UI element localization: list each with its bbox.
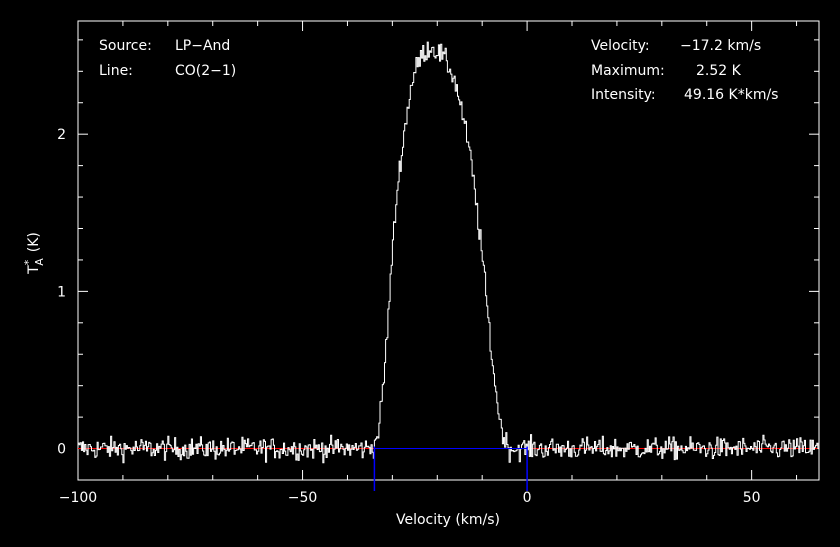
annotation-intensity: Intensity: 49.16 K*km/s <box>591 87 778 103</box>
y-axis-label-main: T <box>26 265 42 275</box>
annotation-source-key: Source: <box>99 38 152 54</box>
x-tick-label: −50 <box>288 490 318 506</box>
y-axis-label-sub: A <box>33 258 46 266</box>
annotation-maximum-key: Maximum: <box>591 63 665 79</box>
plot-border <box>77 20 820 481</box>
x-tick-label: 50 <box>743 490 761 506</box>
annotation-velocity-key: Velocity: <box>591 38 650 54</box>
spectrum-line <box>78 41 820 464</box>
annotation-line-key: Line: <box>99 63 133 79</box>
y-tick-labels: 0 1 2 <box>57 127 66 457</box>
annotation-velocity-value: −17.2 km/s <box>680 38 761 54</box>
x-axis-label: Velocity (km/s) <box>396 512 500 528</box>
annotation-maximum-value: 2.52 K <box>696 63 742 79</box>
y-tick-label: 0 <box>57 442 66 458</box>
y-tick-label: 1 <box>57 284 66 300</box>
x-tick-labels: −100 −50 0 50 <box>59 490 761 506</box>
y-axis-label: T*A (K) <box>22 232 46 275</box>
annotation-velocity: Velocity: −17.2 km/s <box>591 38 761 54</box>
y-tick-label: 2 <box>57 127 66 143</box>
y-axis-label-unit: (K) <box>26 232 42 252</box>
x-tick-label: 0 <box>523 490 532 506</box>
annotation-source: Source: LP−And <box>99 38 230 54</box>
annotation-line-value: CO(2−1) <box>175 63 236 79</box>
plot-marks <box>78 41 820 492</box>
annotation-intensity-key: Intensity: <box>591 87 656 103</box>
svg-text:T*A(K): T*A (K) <box>22 232 46 275</box>
annotation-source-value: LP−And <box>175 38 230 54</box>
axes-frame <box>77 20 820 481</box>
x-tick-label: −100 <box>59 490 97 506</box>
annotation-maximum: Maximum: 2.52 K <box>591 63 742 79</box>
annotation-intensity-value: 49.16 K*km/s <box>684 87 778 103</box>
y-axis-label-sup: * <box>22 259 35 265</box>
annotation-line: Line: CO(2−1) <box>99 63 236 79</box>
